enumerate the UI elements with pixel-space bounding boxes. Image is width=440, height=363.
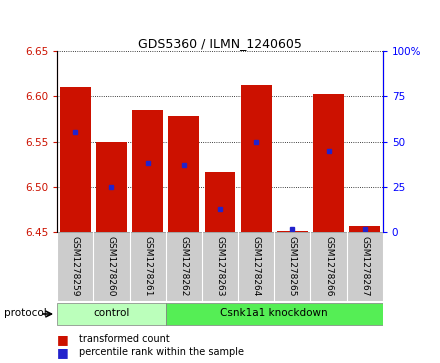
Text: percentile rank within the sample: percentile rank within the sample xyxy=(79,347,244,357)
Text: Csnk1a1 knockdown: Csnk1a1 knockdown xyxy=(220,309,328,318)
Bar xyxy=(169,116,199,232)
Bar xyxy=(166,232,202,301)
Text: control: control xyxy=(93,309,130,318)
Bar xyxy=(129,232,166,301)
Text: GSM1278264: GSM1278264 xyxy=(252,236,260,296)
Bar xyxy=(274,232,311,301)
Text: GSM1278261: GSM1278261 xyxy=(143,236,152,296)
Text: GSM1278259: GSM1278259 xyxy=(71,236,80,296)
Text: GSM1278263: GSM1278263 xyxy=(216,236,224,296)
Bar xyxy=(166,302,383,325)
Bar xyxy=(93,232,129,301)
Title: GDS5360 / ILMN_1240605: GDS5360 / ILMN_1240605 xyxy=(138,37,302,50)
Text: GSM1278266: GSM1278266 xyxy=(324,236,333,296)
Bar xyxy=(132,110,163,232)
Bar xyxy=(313,94,344,232)
Bar xyxy=(60,87,91,232)
Text: GSM1278260: GSM1278260 xyxy=(107,236,116,296)
Bar xyxy=(311,232,347,301)
Text: ■: ■ xyxy=(57,346,69,359)
Bar xyxy=(57,232,93,301)
Bar xyxy=(202,232,238,301)
Bar xyxy=(238,232,274,301)
Bar xyxy=(277,231,308,232)
Text: ■: ■ xyxy=(57,333,69,346)
Bar xyxy=(205,171,235,232)
Bar xyxy=(349,226,380,232)
Text: transformed count: transformed count xyxy=(79,334,170,344)
Bar xyxy=(347,232,383,301)
Bar xyxy=(241,85,271,232)
Text: GSM1278267: GSM1278267 xyxy=(360,236,369,296)
Text: GSM1278262: GSM1278262 xyxy=(180,236,188,296)
Text: GSM1278265: GSM1278265 xyxy=(288,236,297,296)
Bar xyxy=(57,302,166,325)
Text: protocol: protocol xyxy=(4,308,47,318)
Bar xyxy=(96,142,127,232)
